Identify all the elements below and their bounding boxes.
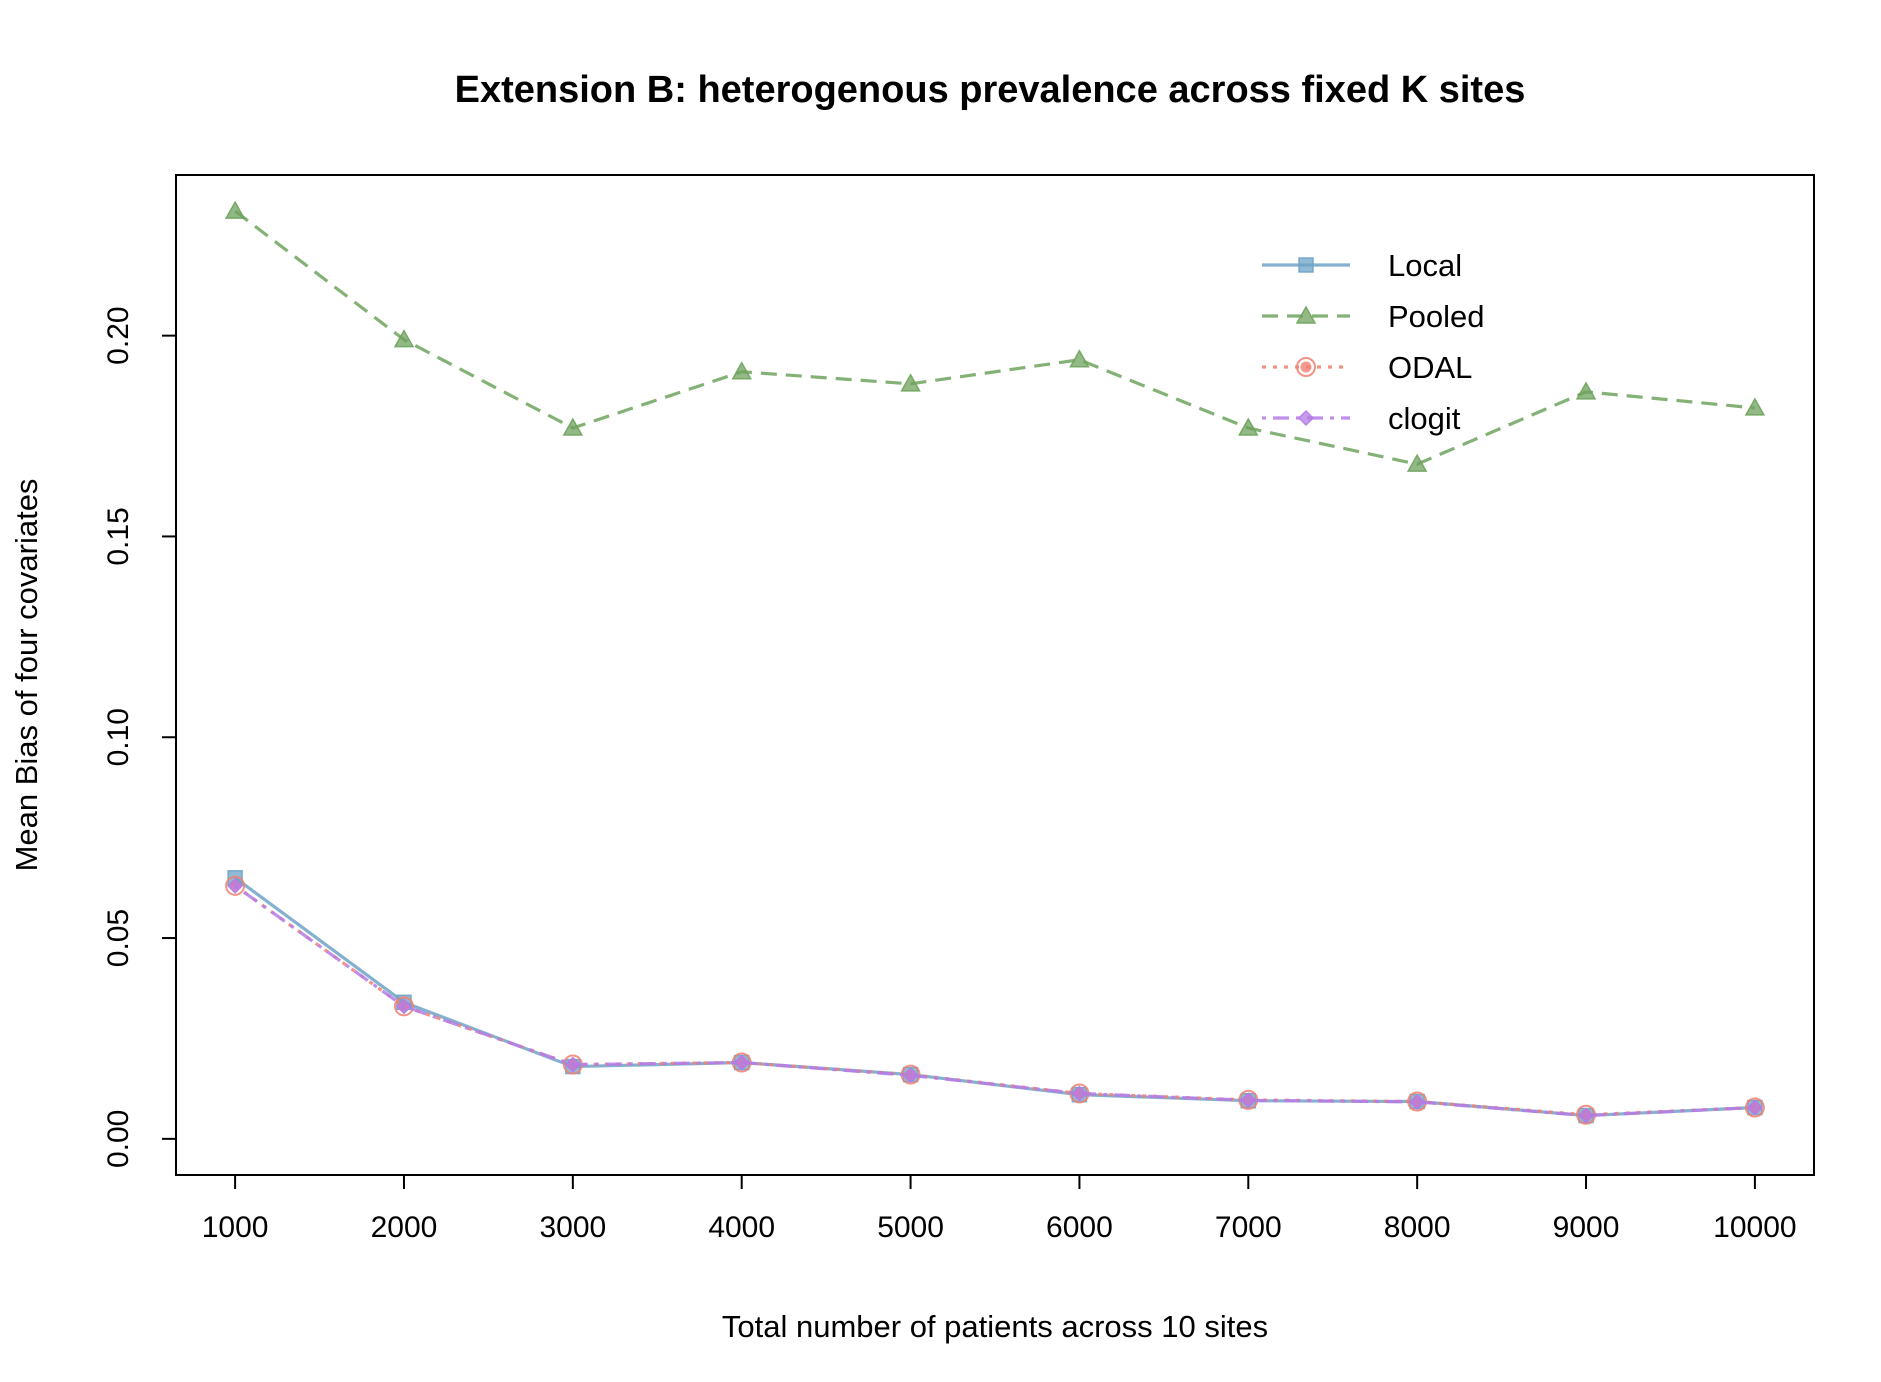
y-axis-label: Mean Bias of four covariates <box>9 479 44 872</box>
data-point-pooled <box>731 361 752 380</box>
legend-marker <box>1296 357 1316 377</box>
data-point-odal-ring <box>1744 1097 1765 1118</box>
legend-marker <box>1298 257 1314 273</box>
chart-title: Extension B: heterogenous prevalence acr… <box>455 69 1526 111</box>
x-tick-label: 7000 <box>1215 1211 1282 1244</box>
legend-marker-ring <box>1296 357 1316 377</box>
data-point-pooled <box>1238 417 1259 436</box>
legend-label: Pooled <box>1388 299 1485 334</box>
x-tick-label: 6000 <box>1046 1211 1113 1244</box>
x-tick-label: 9000 <box>1553 1211 1620 1244</box>
data-point-clogit <box>1409 1093 1426 1110</box>
x-tick-label: 10000 <box>1713 1211 1796 1244</box>
legend: Local Pooled ODAL clogit <box>1262 248 1485 436</box>
x-axis: 1000 2000 3000 4000 5000 6000 7000 8000 9000 1000… <box>202 1174 1797 1244</box>
data-point-clogit <box>1746 1099 1763 1116</box>
plot-frame <box>175 174 1815 1176</box>
series-line-odal <box>234 884 1755 1117</box>
x-tick-label: 2000 <box>371 1211 438 1244</box>
legend-item-local: Local <box>1262 248 1462 283</box>
data-point-clogit <box>227 877 244 894</box>
legend-item-clogit: clogit <box>1262 401 1461 436</box>
data-point-clogit <box>733 1054 750 1071</box>
x-tick-label: 3000 <box>539 1211 606 1244</box>
data-point-pooled <box>393 329 415 348</box>
data-point-pooled <box>224 200 246 219</box>
data-point-odal-ring <box>225 875 246 896</box>
data-point-odal-ring <box>393 996 414 1017</box>
series-line-pooled <box>234 209 1756 466</box>
y-tick-label: 0.10 <box>102 708 135 766</box>
data-point-pooled <box>1406 453 1428 472</box>
data-point-clogit <box>1240 1092 1257 1109</box>
data-point-pooled <box>1744 397 1766 416</box>
series-pooled <box>224 200 1766 472</box>
legend-label: Local <box>1388 248 1462 283</box>
y-tick-label: 0.00 <box>102 1110 135 1168</box>
x-axis-label: Total number of patients across 10 sites <box>722 1309 1268 1344</box>
legend-item-pooled: Pooled <box>1262 299 1485 334</box>
series-line-clogit <box>234 884 1755 1118</box>
series-odal <box>225 875 1765 1125</box>
data-point-pooled <box>1069 349 1090 368</box>
data-point-pooled <box>1575 381 1597 400</box>
data-point-pooled <box>900 373 921 392</box>
data-point-clogit <box>564 1056 581 1073</box>
legend-item-odal: ODAL <box>1262 350 1472 385</box>
legend-label: ODAL <box>1388 350 1472 385</box>
y-tick-label: 0.20 <box>102 306 135 364</box>
y-tick-label: 0.15 <box>102 507 135 565</box>
data-point-clogit <box>395 998 413 1015</box>
series-local <box>227 870 1763 1124</box>
data-point-pooled <box>562 417 584 436</box>
data-point-clogit <box>1071 1085 1088 1102</box>
series-layer <box>224 200 1766 1125</box>
x-tick-label: 5000 <box>877 1211 944 1244</box>
data-point-clogit <box>902 1067 919 1084</box>
y-tick-label: 0.05 <box>102 909 135 967</box>
x-tick-label: 4000 <box>708 1211 775 1244</box>
x-tick-label: 8000 <box>1384 1211 1451 1244</box>
legend-marker <box>1297 409 1315 427</box>
legend-label: clogit <box>1388 401 1461 436</box>
y-axis: 0.00 0.05 0.10 0.15 0.20 <box>102 306 177 1168</box>
x-tick-label: 1000 <box>202 1211 269 1244</box>
legend-marker-core <box>1300 361 1312 373</box>
series-clogit <box>227 877 1763 1124</box>
legend-marker <box>1295 305 1317 324</box>
series-line-local <box>234 876 1755 1118</box>
data-point-clogit <box>1577 1107 1595 1124</box>
